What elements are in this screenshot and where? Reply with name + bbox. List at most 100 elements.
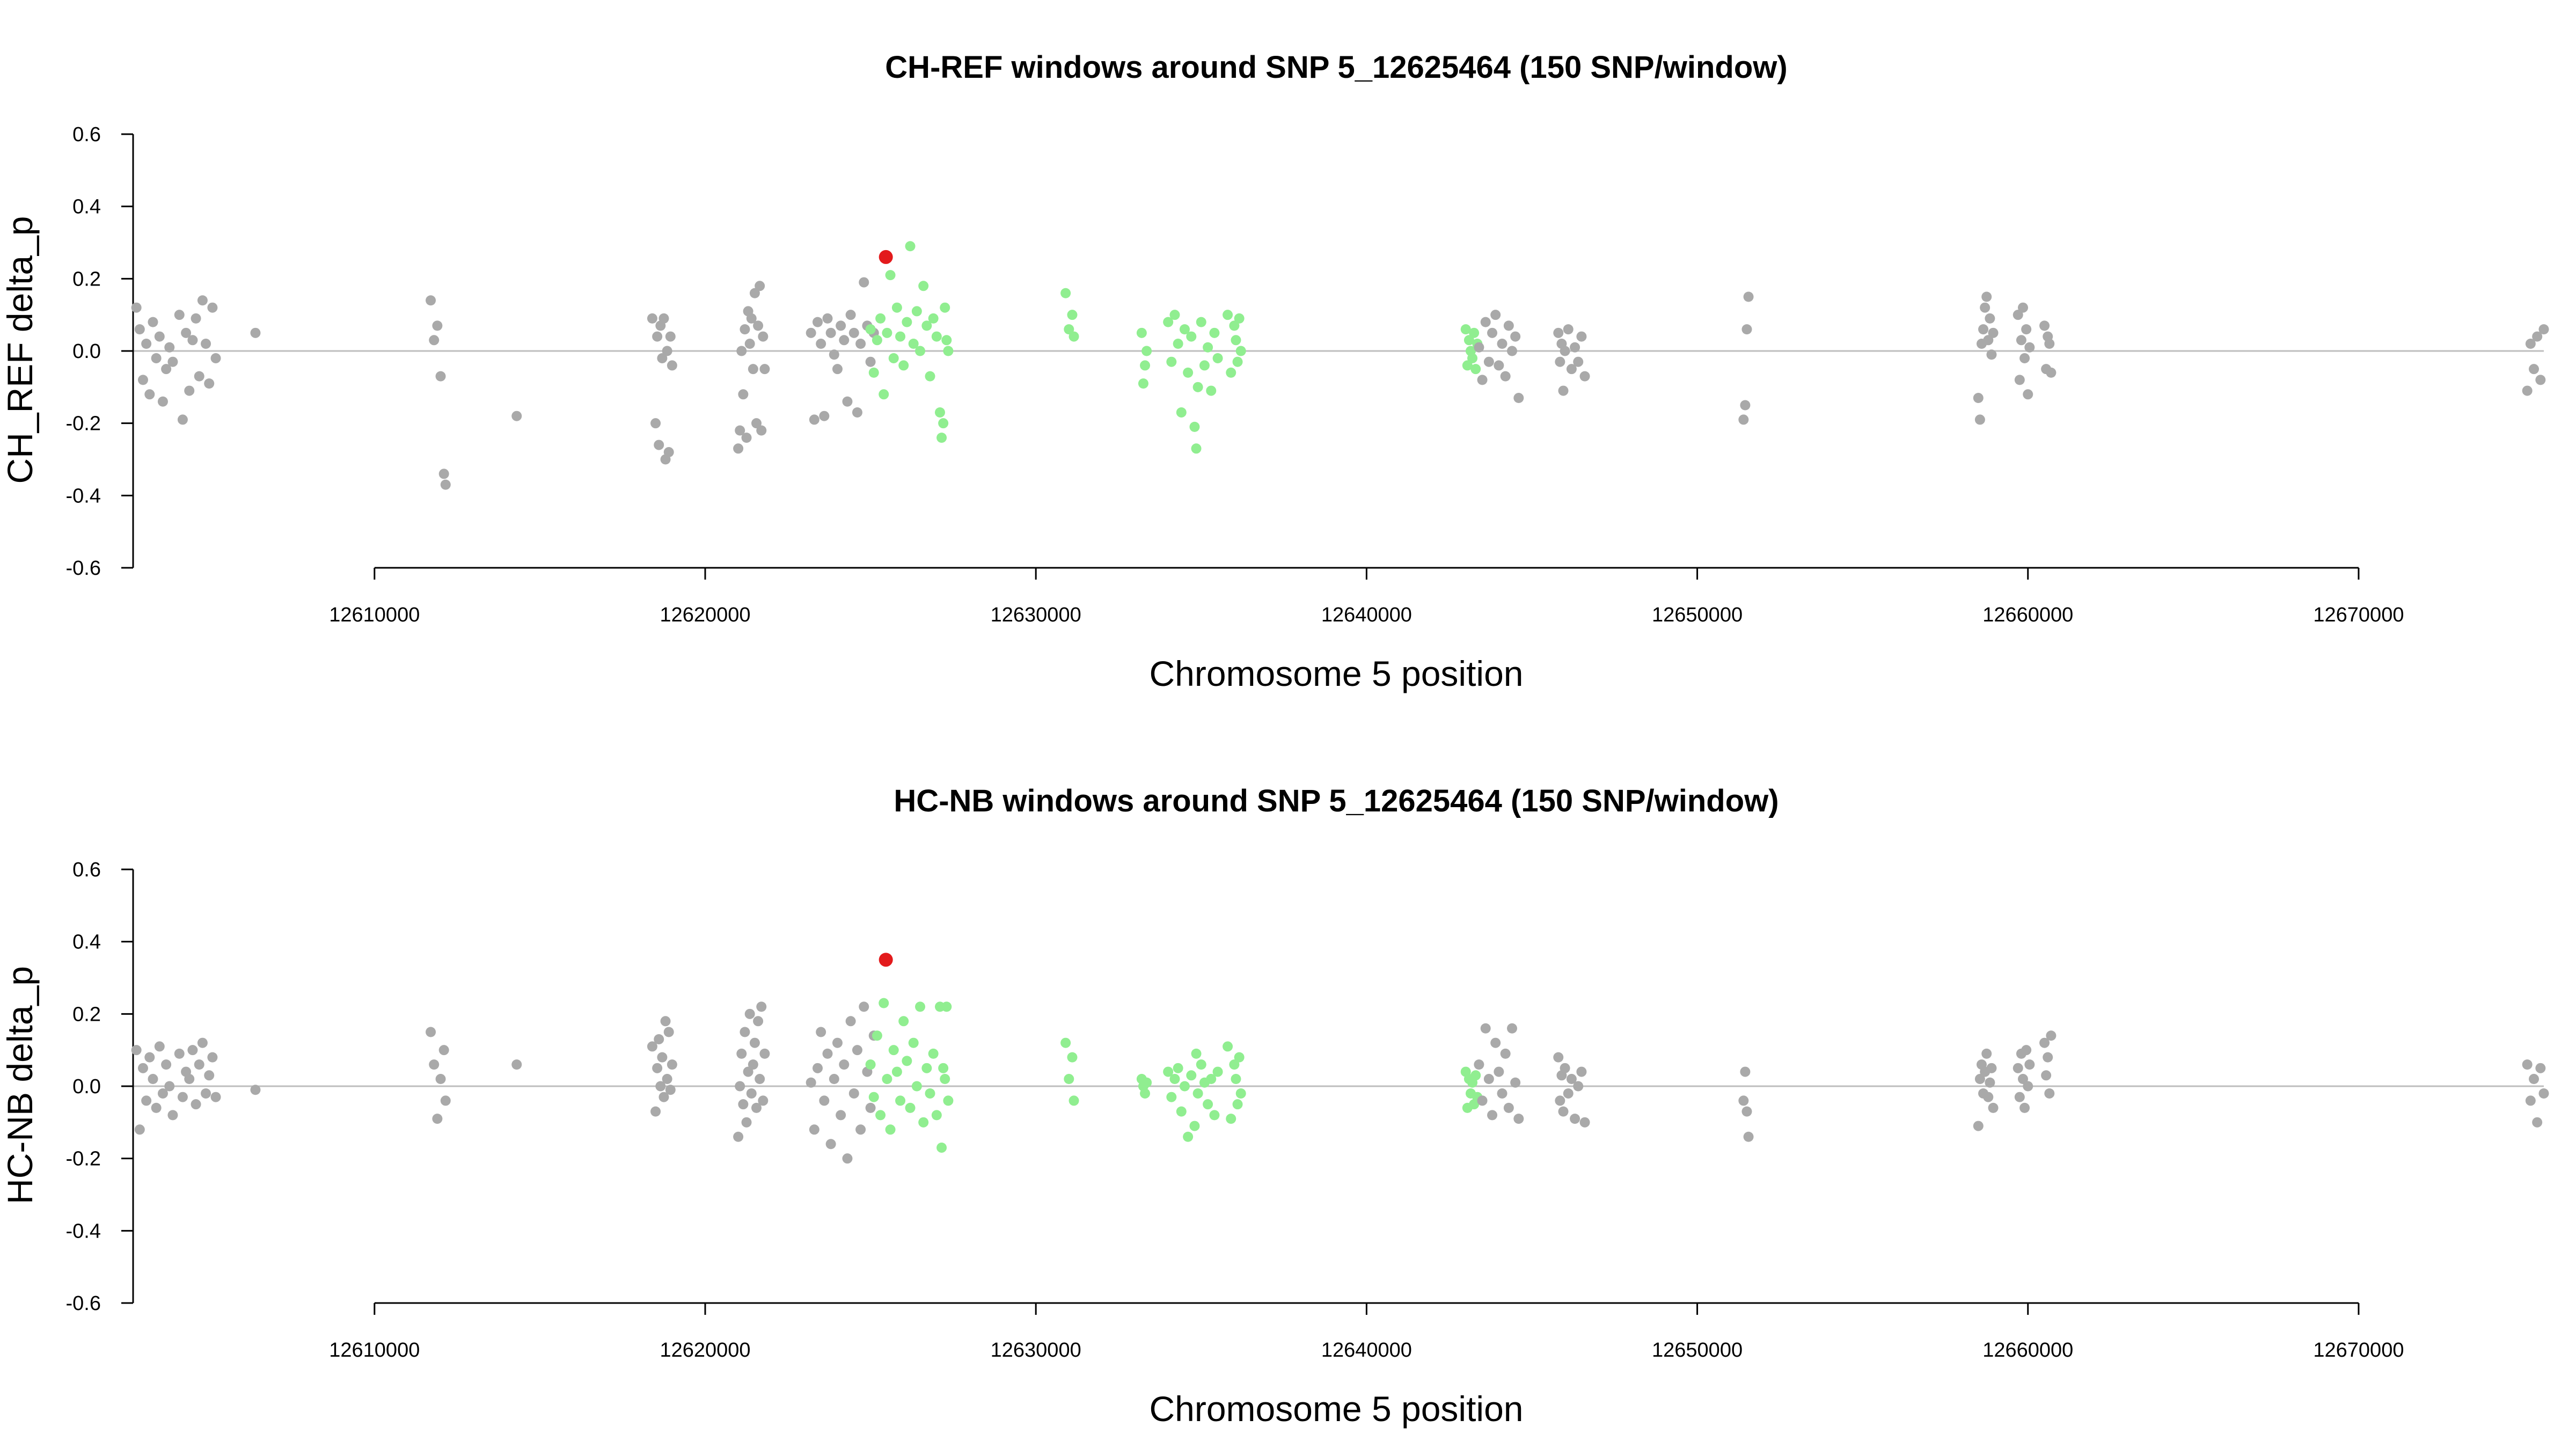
window-point bbox=[141, 339, 152, 349]
focal-snp-point bbox=[879, 953, 893, 967]
window-point bbox=[2012, 310, 2023, 320]
window-point bbox=[2021, 1045, 2032, 1056]
focal-window-point bbox=[1203, 1099, 1213, 1110]
focal-window-point bbox=[1229, 1059, 1240, 1070]
focal-window-point bbox=[1067, 1052, 1078, 1063]
focal-window-point bbox=[1191, 443, 1202, 454]
window-point bbox=[1743, 291, 1754, 302]
window-point bbox=[154, 331, 165, 342]
window-point bbox=[137, 1063, 148, 1073]
window-point bbox=[736, 1048, 747, 1059]
window-point bbox=[829, 349, 839, 360]
focal-window-point bbox=[1206, 385, 1217, 396]
window-point bbox=[2044, 339, 2055, 349]
window-point bbox=[429, 1059, 440, 1070]
window-point bbox=[2525, 339, 2536, 349]
window-point bbox=[852, 1045, 862, 1056]
y-tick-label: -0.2 bbox=[66, 1148, 101, 1170]
window-point bbox=[2023, 389, 2033, 400]
focal-window-point bbox=[940, 302, 950, 313]
window-point bbox=[432, 320, 443, 331]
window-point bbox=[740, 1027, 750, 1037]
window-point bbox=[161, 364, 172, 375]
window-point bbox=[148, 317, 158, 327]
window-point bbox=[839, 1059, 850, 1070]
window-point bbox=[825, 1139, 836, 1150]
focal-window-point bbox=[1232, 1099, 1243, 1110]
focal-window-point bbox=[902, 1056, 912, 1066]
window-point bbox=[667, 1059, 677, 1070]
focal-window-point bbox=[936, 1142, 947, 1153]
focal-window-point bbox=[1183, 367, 1194, 378]
window-point bbox=[756, 1001, 767, 1012]
window-point bbox=[741, 1117, 752, 1128]
window-point bbox=[1555, 1095, 1565, 1106]
window-point bbox=[1974, 1074, 1985, 1085]
window-point bbox=[1985, 1077, 1995, 1088]
focal-window-point bbox=[891, 302, 902, 313]
window-point bbox=[1981, 291, 1992, 302]
focal-window-point bbox=[865, 324, 876, 335]
window-point bbox=[1573, 1081, 1584, 1092]
window-point bbox=[167, 356, 178, 367]
window-point bbox=[1741, 324, 1752, 335]
focal-window-point bbox=[1191, 1048, 1202, 1059]
window-point bbox=[822, 1048, 833, 1059]
window-point bbox=[511, 411, 522, 421]
window-point bbox=[1490, 310, 1501, 320]
window-point bbox=[1560, 1063, 1570, 1073]
window-point bbox=[197, 295, 208, 306]
focal-window-point bbox=[872, 335, 882, 346]
window-point bbox=[1510, 331, 1521, 342]
focal-window-point bbox=[908, 339, 919, 349]
focal-window-point bbox=[1189, 1121, 1200, 1131]
window-point bbox=[2012, 1063, 2023, 1073]
window-point bbox=[741, 433, 752, 443]
focal-window-point bbox=[941, 1001, 952, 1012]
window-point bbox=[816, 1027, 826, 1037]
focal-window-point bbox=[941, 335, 952, 346]
window-point bbox=[2018, 302, 2029, 313]
window-point bbox=[657, 1052, 668, 1063]
focal-window-point bbox=[1460, 324, 1471, 335]
x-axis-label: Chromosome 5 position bbox=[1150, 654, 1524, 693]
window-point bbox=[204, 378, 215, 389]
window-point bbox=[663, 1027, 674, 1037]
window-point bbox=[1558, 385, 1569, 396]
x-tick-label: 12660000 bbox=[1982, 1339, 2073, 1362]
window-point bbox=[167, 1110, 178, 1121]
window-point bbox=[1477, 375, 1488, 385]
focal-window-point bbox=[1060, 288, 1071, 298]
window-point bbox=[655, 1081, 666, 1092]
window-point bbox=[1497, 1088, 1507, 1099]
window-point bbox=[1576, 331, 1587, 342]
window-point bbox=[1566, 364, 1577, 375]
window-point bbox=[438, 469, 449, 479]
focal-window-point bbox=[943, 346, 954, 356]
window-point bbox=[1506, 346, 1517, 356]
window-point bbox=[755, 281, 765, 291]
y-axis-label: HC-NB delta_p bbox=[0, 966, 40, 1204]
focal-window-point bbox=[888, 353, 899, 363]
focal-window-point bbox=[1232, 356, 1243, 367]
window-point bbox=[1513, 393, 1524, 404]
window-point bbox=[855, 339, 866, 349]
focal-window-point bbox=[1140, 360, 1151, 371]
window-point bbox=[1988, 1102, 1999, 1113]
window-point bbox=[663, 447, 674, 458]
window-point bbox=[832, 1037, 843, 1048]
window-point bbox=[755, 1074, 765, 1085]
focal-window-point bbox=[879, 389, 889, 400]
x-tick-label: 12650000 bbox=[1652, 1339, 1743, 1362]
window-point bbox=[816, 339, 826, 349]
y-tick-label: -0.4 bbox=[66, 485, 101, 507]
window-point bbox=[426, 295, 436, 306]
window-point bbox=[1980, 302, 1990, 313]
window-point bbox=[652, 331, 663, 342]
window-point bbox=[842, 1153, 853, 1164]
window-point bbox=[1740, 1066, 1751, 1077]
window-point bbox=[1506, 1023, 1517, 1034]
window-point bbox=[174, 1048, 185, 1059]
window-point bbox=[250, 327, 261, 338]
window-point bbox=[748, 1059, 758, 1070]
